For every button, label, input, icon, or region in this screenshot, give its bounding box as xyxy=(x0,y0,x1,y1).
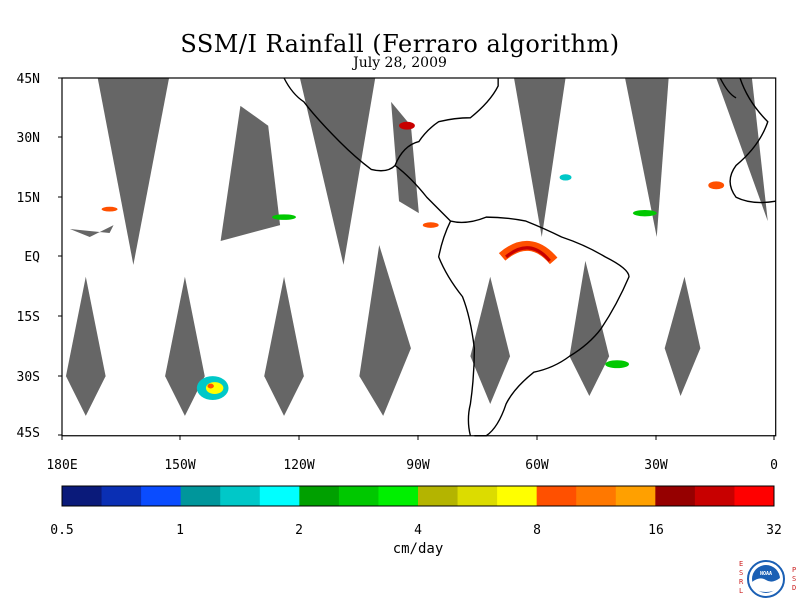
lon-label: 30W xyxy=(644,458,668,473)
lat-label: EQ xyxy=(24,250,40,265)
logo-letter: D xyxy=(792,584,796,592)
logo-letter: R xyxy=(739,578,744,586)
colorbar-segment xyxy=(655,486,696,506)
lat-label: 30S xyxy=(17,370,40,385)
colorbar-segment xyxy=(497,486,538,506)
colorbar-segment xyxy=(101,486,142,506)
lat-axis: 45N 30N 15N EQ 15S 30S 45S xyxy=(17,72,41,441)
colorbar-segment xyxy=(338,486,379,506)
colorbar-tick: 2 xyxy=(295,523,303,538)
lat-label: 45N xyxy=(17,72,40,87)
logo-letter: P xyxy=(792,566,796,574)
chart-subtitle: July 28, 2009 xyxy=(353,55,447,71)
colorbar-tick: 32 xyxy=(766,523,782,538)
colorbar-unit: cm/day xyxy=(393,541,444,557)
logo-letter: S xyxy=(792,575,796,583)
colorbar-tick: 16 xyxy=(648,523,664,538)
swath-gaps xyxy=(65,78,768,416)
lon-label: 60W xyxy=(525,458,549,473)
colorbar-segment xyxy=(418,486,459,506)
colorbar-segment xyxy=(62,486,103,506)
colorbar-segment xyxy=(694,486,735,506)
colorbar-ticks: 0.5 1 2 4 8 16 32 xyxy=(50,523,782,538)
colorbar xyxy=(61,485,775,507)
noaa-text: NOAA xyxy=(760,571,772,577)
colorbar-segment xyxy=(734,486,775,506)
lat-label: 15S xyxy=(17,310,40,325)
lat-label: 45S xyxy=(17,426,40,441)
coastlines xyxy=(283,77,776,437)
map-frame xyxy=(61,77,777,437)
rain-features xyxy=(101,121,725,400)
lon-label: 150W xyxy=(164,458,195,473)
lon-label: 120W xyxy=(283,458,314,473)
colorbar-segment xyxy=(457,486,498,506)
axis-ticks xyxy=(58,77,775,440)
logo-letter: E xyxy=(739,560,743,568)
map-plot xyxy=(61,77,777,437)
lon-axis: 180E 150W 120W 90W 60W 30W 0 xyxy=(46,458,778,473)
colorbar-segment xyxy=(378,486,419,506)
logo-letter: L xyxy=(739,587,743,595)
colorbar-segment xyxy=(141,486,182,506)
colorbar-segment xyxy=(576,486,617,506)
colorbar-segment xyxy=(299,486,340,506)
colorbar-segment xyxy=(220,486,261,506)
colorbar-tick: 0.5 xyxy=(50,523,73,538)
noaa-logo: E S R L P S D NOAA xyxy=(739,560,796,598)
colorbar-segment xyxy=(180,486,221,506)
lat-label: 15N xyxy=(17,191,40,206)
logo-letter: S xyxy=(739,569,743,577)
lon-label: 90W xyxy=(406,458,430,473)
colorbar-tick: 8 xyxy=(533,523,541,538)
colorbar-segment xyxy=(259,486,300,506)
colorbar-segment xyxy=(615,486,656,506)
lon-label: 0 xyxy=(770,458,778,473)
colorbar-tick: 4 xyxy=(414,523,422,538)
colorbar-border xyxy=(61,485,775,507)
colorbar-segment xyxy=(536,486,577,506)
colorbar-tick: 1 xyxy=(176,523,184,538)
lon-label: 180E xyxy=(46,458,77,473)
lat-label: 30N xyxy=(17,131,40,146)
chart-title: SSM/I Rainfall (Ferraro algorithm) xyxy=(180,30,620,58)
